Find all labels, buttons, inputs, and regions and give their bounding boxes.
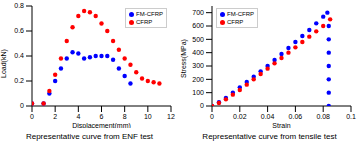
svg-text:12: 12 — [167, 113, 175, 120]
html-text:Representative curve from ENF: Representative curve from ENF test — [25, 132, 154, 141]
svg-text:0.1: 0.1 — [346, 113, 351, 120]
svg-text:0.8: 0.8 — [14, 2, 24, 9]
svg-text:0.08: 0.08 — [316, 113, 330, 120]
svg-text:100: 100 — [192, 89, 204, 96]
svg-text:6: 6 — [100, 113, 104, 120]
svg-text:0.4: 0.4 — [14, 52, 24, 59]
svg-text:2: 2 — [53, 113, 57, 120]
svg-text:0.6: 0.6 — [14, 27, 24, 34]
svg-text:8: 8 — [123, 113, 127, 120]
svg-text:600: 600 — [192, 22, 204, 29]
svg-text:10: 10 — [144, 113, 152, 120]
svg-text:Stress(MPa): Stress(MPa) — [180, 39, 188, 78]
svg-text:200: 200 — [192, 76, 204, 83]
html-text:CFRP: CFRP — [136, 19, 153, 25]
svg-text:Load(kN): Load(kN) — [8, 49, 9, 78]
svg-text:400: 400 — [192, 49, 204, 56]
svg-text:0.04: 0.04 — [261, 113, 275, 120]
html-text:FM-CFRP: FM-CFRP — [136, 11, 163, 17]
svg-text:0: 0 — [20, 102, 24, 109]
svg-text:0.02: 0.02 — [233, 113, 247, 120]
svg-text:0: 0 — [210, 113, 214, 120]
svg-text:Displacement(mm): Displacement(mm) — [72, 122, 131, 128]
html-text:CFRP: CFRP — [227, 19, 244, 25]
svg-text:500: 500 — [192, 36, 204, 43]
svg-text:4: 4 — [76, 113, 80, 120]
svg-text:0.06: 0.06 — [289, 113, 303, 120]
html-text:FM-CFRP: FM-CFRP — [227, 11, 254, 17]
svg-text:0: 0 — [200, 102, 204, 109]
html-text:Representative curve from tens: Representative curve from tensile test — [202, 132, 337, 141]
svg-text:0.2: 0.2 — [14, 77, 24, 84]
svg-text:700: 700 — [192, 9, 204, 16]
svg-text:0: 0 — [30, 113, 34, 120]
svg-text:300: 300 — [192, 62, 204, 69]
svg-text:Strain: Strain — [272, 122, 290, 128]
